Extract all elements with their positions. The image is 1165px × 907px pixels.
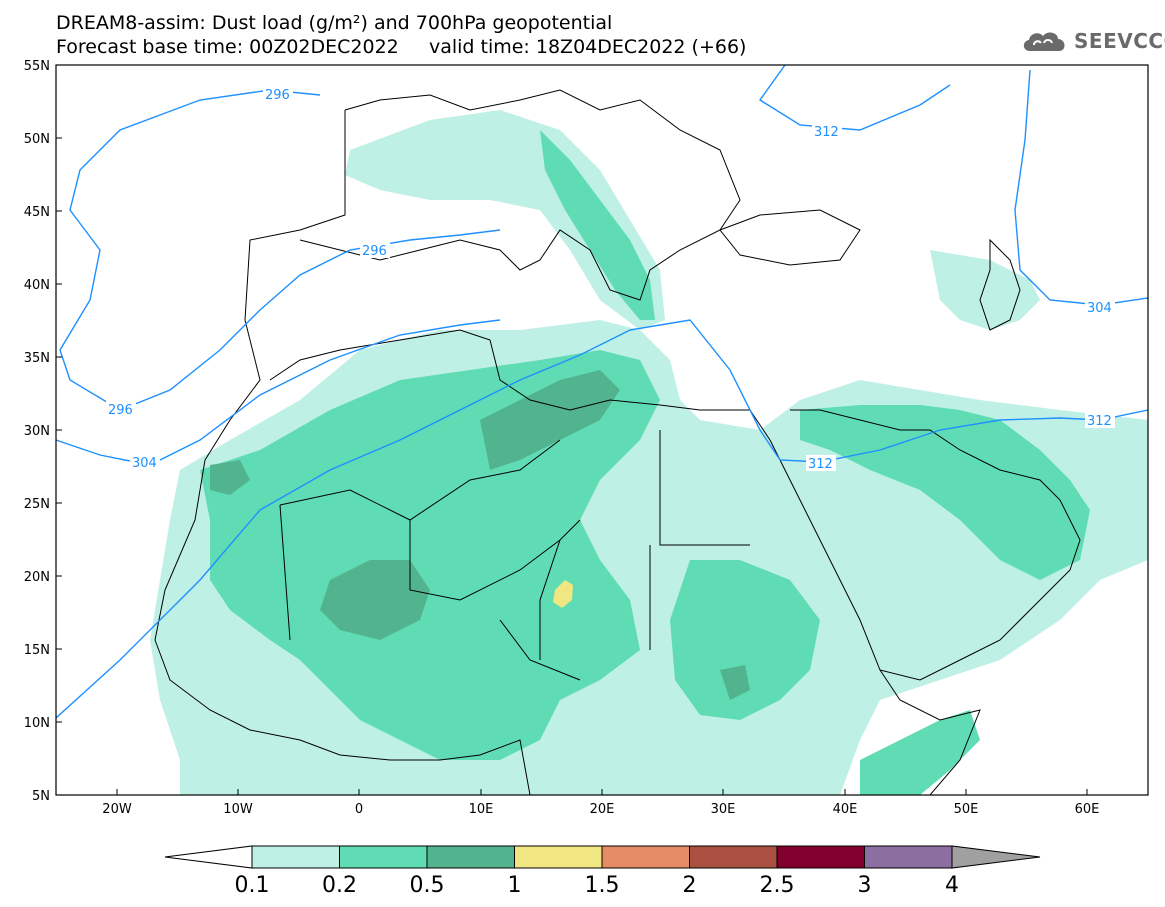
dust-region-dark-4 [720, 665, 750, 700]
contour-312-north [758, 65, 951, 131]
lon-label-0: 0 [355, 802, 363, 817]
lon-label-60e: 60E [1075, 802, 1100, 817]
colorbar-bin-4 [514, 845, 603, 869]
dust-region-medium-somalia [860, 710, 980, 795]
contour-label-304-west: 304 [132, 456, 157, 471]
lat-label-50n: 50N [24, 132, 50, 147]
lat-label-25n: 25N [24, 497, 50, 512]
lon-label-50e: 50E [954, 802, 979, 817]
contour-label-312-east: 312 [1087, 414, 1112, 429]
dust-region-dark-1 [320, 560, 430, 640]
contour-304-west [56, 319, 501, 466]
contour-label-312-south: 312 [808, 457, 833, 472]
lat-label-45n: 45N [24, 205, 50, 220]
cloud-icon [1023, 32, 1065, 51]
lat-label-10n: 10N [24, 716, 50, 731]
contour-label-296-b: 296 [362, 244, 387, 259]
contour-label-312-north: 312 [814, 125, 839, 140]
chart-title: DREAM8-assim: Dust load (g/m²) and 700hP… [56, 12, 613, 34]
colorbar-label-1: 1 [508, 873, 522, 898]
lon-label-20e: 20E [590, 802, 615, 817]
lon-label-10w: 10W [223, 802, 253, 817]
dust-region-medium-sudan [670, 560, 820, 720]
colorbar-bin-5 [601, 845, 690, 869]
colorbar-bin-7 [776, 845, 865, 869]
lon-label-30e: 30E [711, 802, 736, 817]
lat-label-55n: 55N [24, 59, 50, 74]
lon-label-40e: 40E [833, 802, 858, 817]
longitude-axis: 20W 10W 0 10E 20E 30E 40E 50E 60E [102, 789, 1099, 817]
dust-region-medium-sahara [200, 350, 660, 760]
coastline-caspian [979, 238, 1021, 331]
dust-region-medium-arabia [800, 405, 1090, 580]
coastlines [154, 89, 1081, 795]
colorbar-label-0.5: 0.5 [410, 873, 445, 898]
contour-304-east [1014, 69, 1148, 306]
dust-region-yellow [553, 580, 573, 608]
dust-region-light-europe [345, 110, 665, 330]
colorbar-bin-1 [251, 845, 340, 869]
logo-text: SEEVCCC [1074, 29, 1165, 53]
contour-312-main [56, 319, 1148, 719]
dust-load-shading [150, 110, 1148, 795]
geopotential-contours [56, 65, 1148, 719]
lon-label-10e: 10E [469, 802, 494, 817]
contour-label-296-c: 296 [108, 403, 133, 418]
dust-region-medium-adriatic [540, 130, 655, 320]
forecast-time-line: Forecast base time: 00Z02DEC2022 valid t… [56, 36, 747, 58]
contour-label-304-east: 304 [1087, 301, 1112, 316]
colorbar-bin-6 [689, 845, 778, 869]
colorbar-label-3: 3 [858, 873, 872, 898]
coastline-mediterranean-south [269, 329, 771, 441]
coastline-west-africa [154, 110, 531, 795]
coastline-horn-africa [879, 669, 981, 795]
dust-region-dark-3 [210, 460, 250, 495]
colorbar-bin-2 [339, 845, 428, 869]
contour-296 [59, 89, 501, 411]
contour-label-296-a: 296 [265, 88, 290, 103]
lat-label-40n: 40N [24, 278, 50, 293]
colorbar-bin-8 [864, 845, 953, 869]
coastline-red-sea-arabia [769, 409, 1081, 681]
colorbar-label-2.5: 2.5 [760, 873, 795, 898]
colorbar-label-0.1: 0.1 [235, 873, 270, 898]
contour-labels: 296 296 296 304 312 304 312 312 [106, 86, 1115, 472]
dust-region-dark-2 [480, 370, 620, 470]
latitude-axis: 55N 50N 45N 40N 35N 30N 25N 20N 15N 10N … [24, 59, 62, 804]
colorbar-label-1.5: 1.5 [585, 873, 620, 898]
seevccc-logo: SEEVCCC [1020, 27, 1165, 55]
coastline-black-sea [719, 209, 861, 266]
colorbar-label-0.2: 0.2 [322, 873, 357, 898]
colorbar-label-2: 2 [683, 873, 697, 898]
dust-region-light-caspian [930, 250, 1040, 330]
lat-label-35n: 35N [24, 351, 50, 366]
coastline-europe [299, 89, 741, 301]
lat-label-5n: 5N [32, 789, 50, 804]
lat-label-30n: 30N [24, 424, 50, 439]
colorbar-label-4: 4 [945, 873, 959, 898]
lat-label-20n: 20N [24, 570, 50, 585]
lat-label-15n: 15N [24, 643, 50, 658]
lon-label-20w: 20W [102, 802, 132, 817]
colorbar: 0.1 0.2 0.5 1 1.5 2 2.5 3 4 [164, 845, 1041, 898]
colorbar-bin-3 [426, 845, 515, 869]
colorbar-over-arrow [951, 845, 1041, 869]
border-lines [279, 430, 750, 681]
colorbar-under-arrow [164, 845, 253, 869]
